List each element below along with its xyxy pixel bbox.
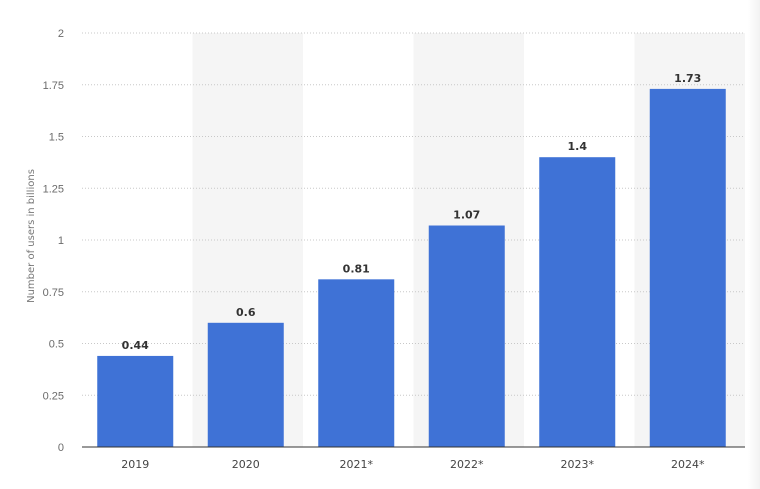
y-axis-ticks: 0 0.25 0.5 0.75 1 1.25 1.5 1.75 2 bbox=[43, 28, 64, 454]
bar-2021* bbox=[318, 279, 395, 447]
x-tick-label-2021*: 2021* bbox=[340, 458, 374, 471]
gridlines bbox=[82, 32, 745, 396]
y-axis-title: Number of users in billions bbox=[26, 169, 37, 303]
data-label-2024*: 1.73 bbox=[674, 72, 701, 85]
y-tick-label: 1.5 bbox=[49, 132, 64, 144]
x-tick-label-2024*: 2024* bbox=[671, 458, 705, 471]
bar-2020 bbox=[207, 322, 284, 447]
bar-2024* bbox=[649, 88, 726, 447]
x-axis-ticks: 2019 2020 2021* 2022* 2023* 2024* bbox=[121, 458, 705, 471]
y-tick-label: 1 bbox=[58, 235, 64, 247]
data-label-2021*: 0.81 bbox=[343, 262, 370, 275]
y-tick-label: 0.5 bbox=[49, 339, 64, 351]
data-labels: 0.44 0.6 0.81 1.07 1.4 1.73 bbox=[122, 72, 702, 352]
y-tick-label: 2 bbox=[58, 28, 64, 40]
x-tick-label-2023*: 2023* bbox=[561, 458, 595, 471]
x-tick-label-2020: 2020 bbox=[232, 458, 260, 471]
data-label-2020: 0.6 bbox=[236, 306, 256, 319]
y-tick-label: 0 bbox=[58, 442, 64, 454]
x-tick-label-2019: 2019 bbox=[121, 458, 149, 471]
scroll-edge bbox=[748, 0, 760, 489]
y-tick-label: 0.75 bbox=[43, 287, 64, 299]
bars bbox=[97, 88, 726, 447]
y-tick-label: 0.25 bbox=[43, 390, 64, 402]
bar-2023* bbox=[539, 157, 616, 447]
data-label-2023*: 1.4 bbox=[568, 140, 588, 153]
bar-2022* bbox=[428, 225, 505, 447]
y-tick-label: 1.25 bbox=[43, 183, 64, 195]
data-label-2019: 0.44 bbox=[122, 339, 149, 352]
y-tick-label: 1.75 bbox=[43, 80, 64, 92]
bar-2019 bbox=[97, 355, 174, 447]
data-label-2022*: 1.07 bbox=[453, 209, 480, 222]
x-tick-label-2022*: 2022* bbox=[450, 458, 484, 471]
